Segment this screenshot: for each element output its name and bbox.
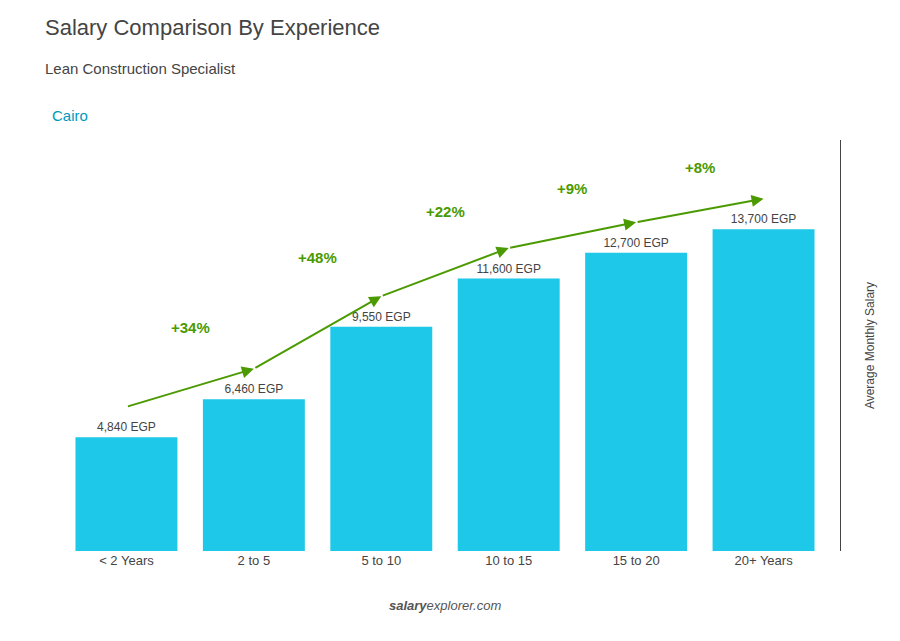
- svg-text:Average Monthly Salary: Average Monthly Salary: [863, 282, 877, 409]
- svg-text:2 to 5: 2 to 5: [238, 553, 271, 568]
- svg-text:< 2 Years: < 2 Years: [99, 553, 154, 568]
- svg-text:12,700 EGP: 12,700 EGP: [603, 236, 668, 250]
- svg-text:6,460 EGP: 6,460 EGP: [225, 382, 284, 396]
- svg-text:+8%: +8%: [685, 159, 715, 176]
- svg-text:salaryexplorer.com: salaryexplorer.com: [389, 598, 501, 613]
- svg-text:5 to 10: 5 to 10: [361, 553, 401, 568]
- svg-text:11,600 EGP: 11,600 EGP: [476, 262, 540, 276]
- svg-text:20+ Years: 20+ Years: [734, 553, 793, 568]
- svg-text:+22%: +22%: [426, 203, 465, 220]
- svg-text:10 to 15: 10 to 15: [485, 553, 532, 568]
- svg-text:Cairo: Cairo: [52, 107, 88, 124]
- svg-text:+9%: +9%: [557, 180, 587, 197]
- svg-text:9,550 EGP: 9,550 EGP: [352, 310, 411, 324]
- svg-text:4,840 EGP: 4,840 EGP: [97, 420, 156, 434]
- svg-text:Salary Comparison By Experienc: Salary Comparison By Experience: [45, 15, 380, 40]
- svg-text:+34%: +34%: [171, 319, 210, 336]
- svg-text:15 to 20: 15 to 20: [613, 553, 660, 568]
- svg-text:+48%: +48%: [298, 249, 337, 266]
- svg-text:Lean Construction Specialist: Lean Construction Specialist: [45, 60, 236, 77]
- svg-text:13,700 EGP: 13,700 EGP: [731, 212, 796, 226]
